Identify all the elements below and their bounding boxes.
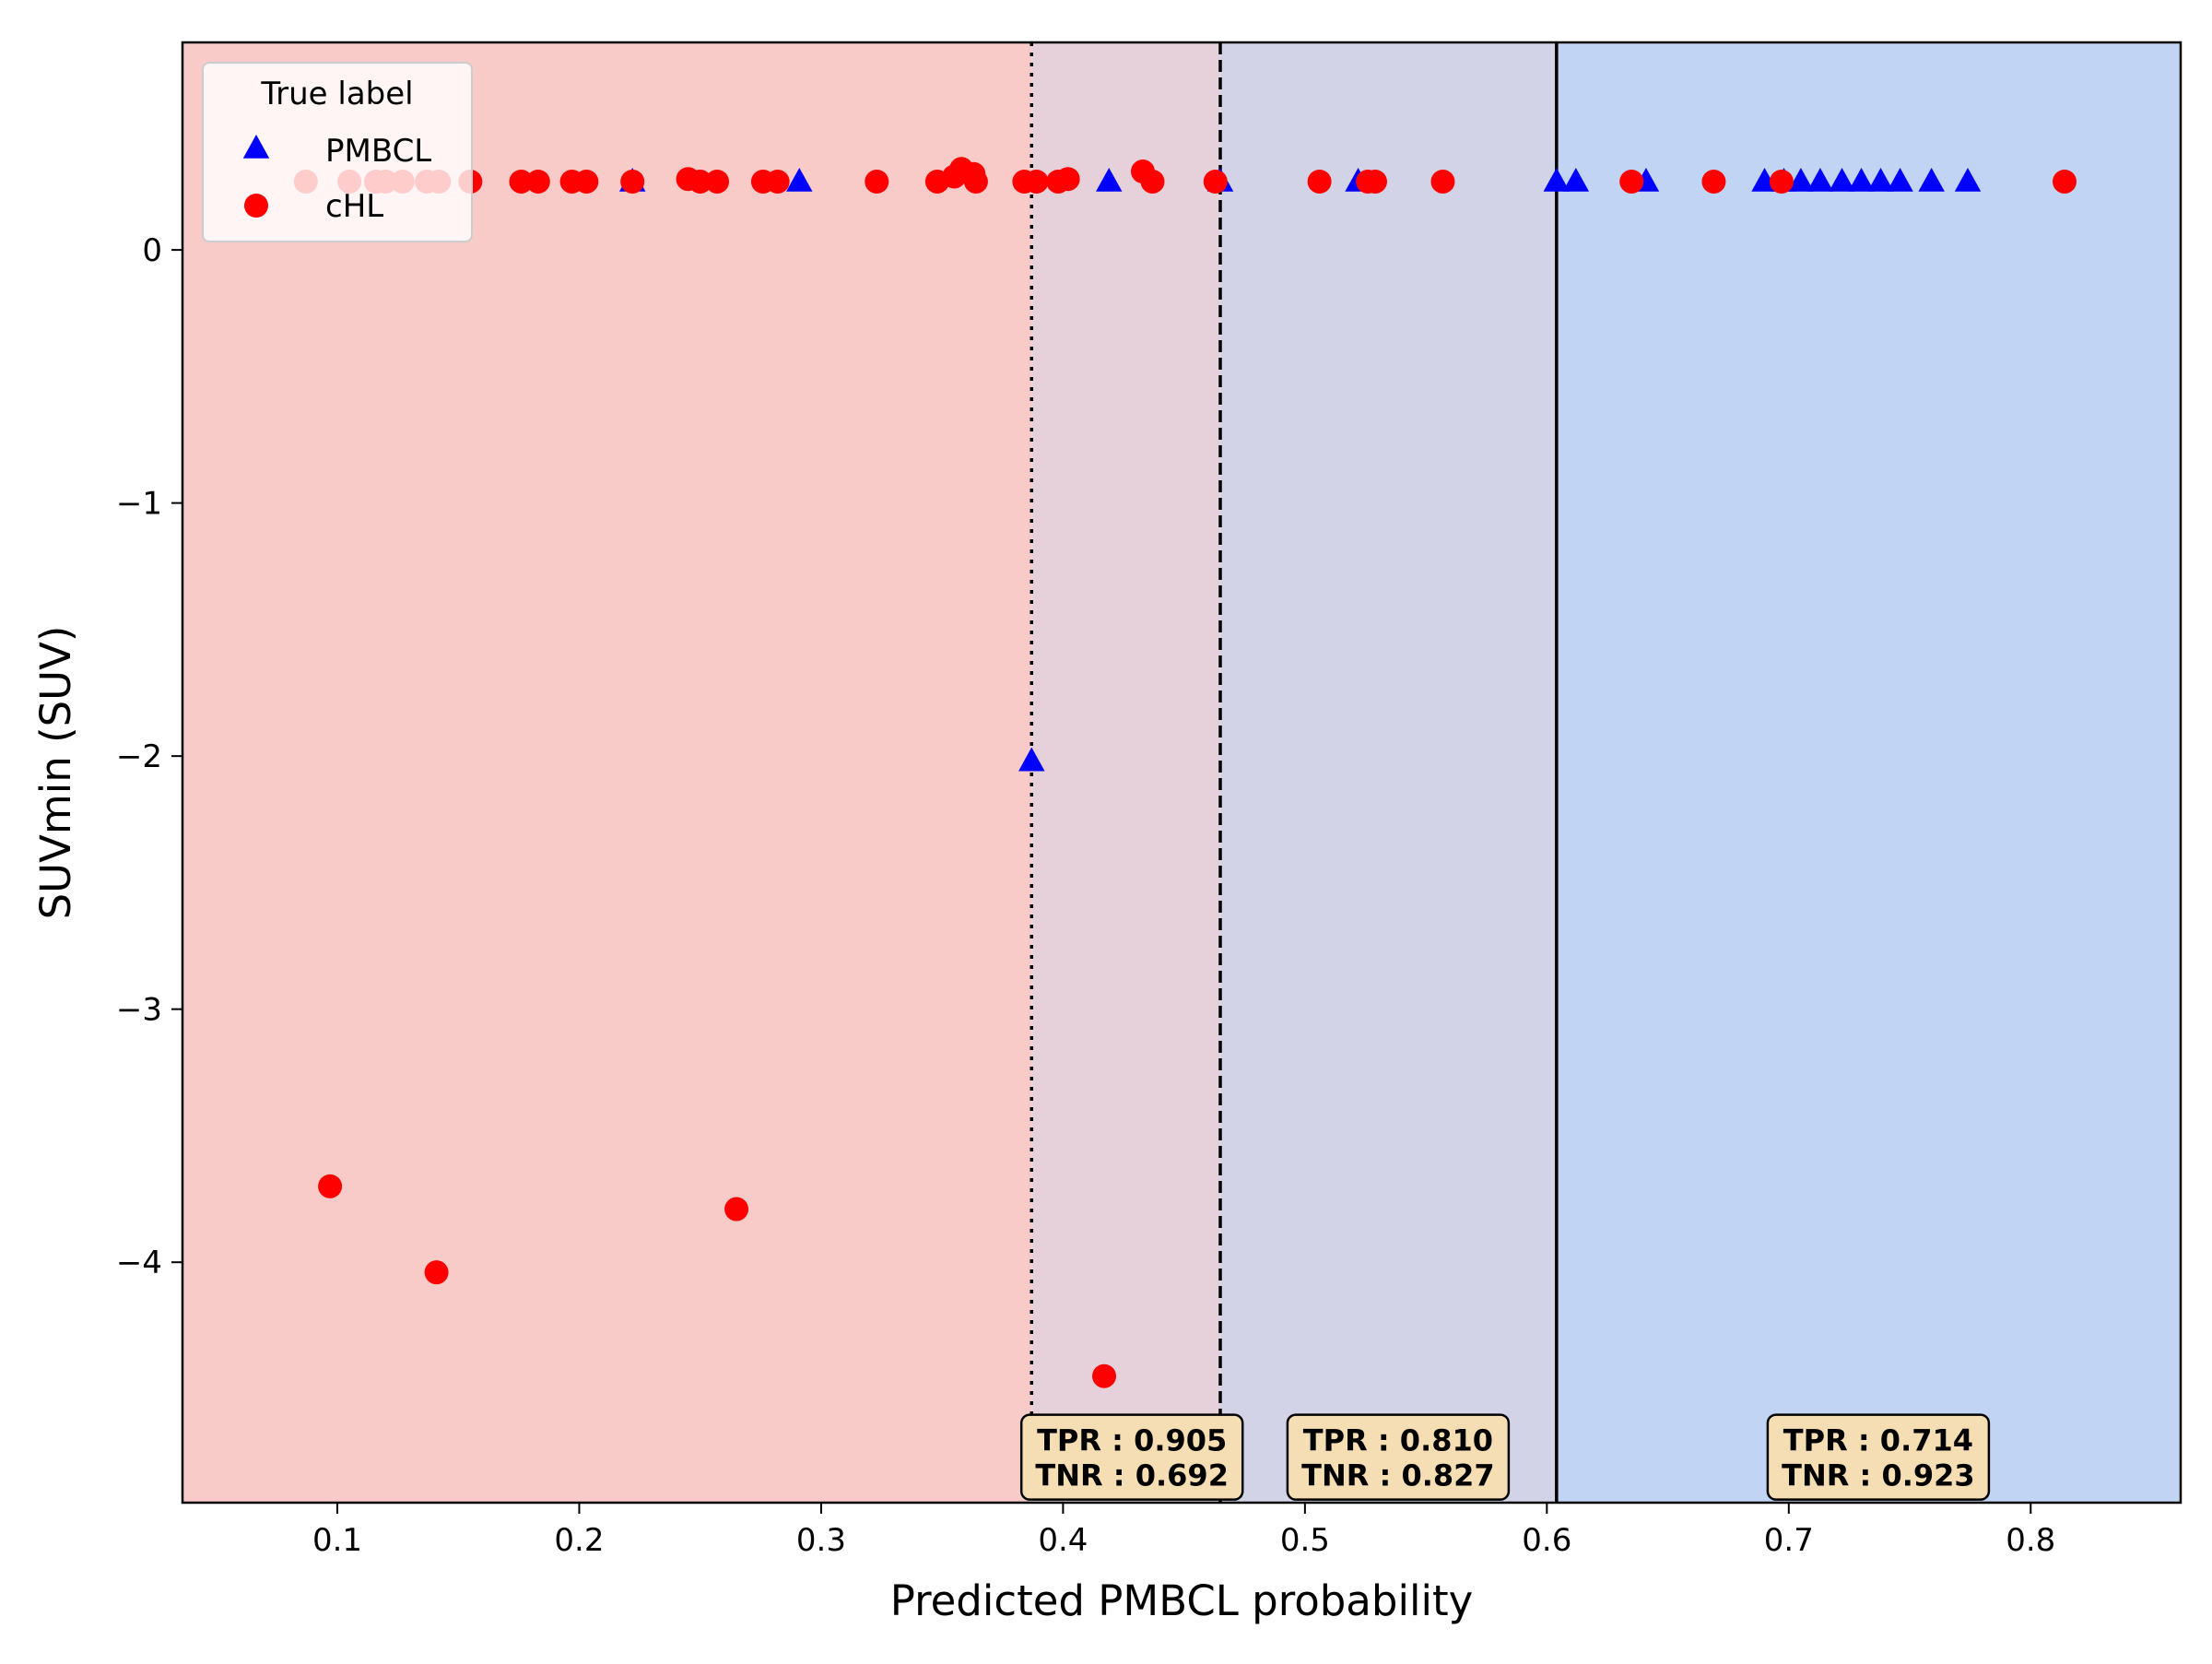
x-tick-label: 0.8 — [2006, 1522, 2055, 1559]
y-tick-label: −2 — [116, 738, 162, 775]
region-0 — [182, 42, 1032, 1503]
y-tick-label: −3 — [116, 992, 162, 1029]
pmbcl-point-16 — [1887, 167, 1913, 192]
plot-frame — [181, 41, 2183, 1505]
chl-point-12 — [620, 169, 645, 194]
x-tick-label: 0.4 — [1038, 1522, 1088, 1559]
pmbcl-point-1 — [786, 167, 813, 192]
y-axis-ticks: 0 −1 −2 −3 −4 — [116, 232, 182, 1281]
chl-point-39 — [318, 1174, 343, 1198]
pmbcl-point-3 — [1096, 167, 1123, 192]
legend: True label PMBCL cHL — [202, 62, 473, 242]
pmbcl-point-17 — [1918, 167, 1945, 192]
x-axis-ticks: 0.1 0.2 0.3 0.4 0.5 0.6 0.7 0.8 — [312, 1503, 2055, 1559]
legend-label: cHL — [325, 188, 383, 225]
y-tick-label: 0 — [142, 232, 162, 269]
chl-point-8 — [509, 169, 534, 194]
tpr-text: TPR : 0.714 — [1783, 1423, 1973, 1458]
legend-entries: PMBCL cHL — [242, 133, 431, 225]
pmbcl-point-6 — [1543, 167, 1571, 192]
threshold-regions — [182, 42, 2181, 1503]
chl-point-36 — [1701, 169, 1726, 194]
chl-point-34 — [1430, 169, 1455, 194]
tnr-text: TNR : 0.923 — [1782, 1458, 1975, 1493]
chl-point-29 — [1140, 169, 1165, 194]
chl-point-38 — [2053, 169, 2077, 194]
x-tick-label: 0.2 — [554, 1522, 604, 1559]
chl-point-35 — [1619, 169, 1644, 194]
y-axis-label: SUVmin (SUV) — [31, 626, 80, 920]
y-tick-label: −1 — [116, 486, 162, 523]
legend-title: True label — [260, 76, 413, 112]
chl-point-15 — [705, 169, 730, 194]
legend-circle-icon — [244, 194, 268, 218]
pmbcl-point-13 — [1829, 167, 1855, 192]
region-2 — [1219, 42, 1557, 1503]
chl-point-41 — [724, 1197, 749, 1221]
threshold-lines — [1030, 42, 1559, 1503]
metric-box-bg — [1766, 1413, 1991, 1501]
chl-point-17 — [765, 169, 790, 194]
chl-point-33 — [1362, 169, 1387, 194]
chl-point-42 — [1092, 1363, 1117, 1388]
tnr-text: TNR : 0.692 — [1035, 1458, 1229, 1493]
chl-point-30 — [1203, 169, 1228, 194]
pmbcl-point-12 — [1806, 167, 1834, 192]
pmbcl-point-14 — [1848, 167, 1875, 192]
region-1 — [1031, 42, 1220, 1503]
x-tick-label: 0.5 — [1280, 1522, 1330, 1559]
x-axis-label: Predicted PMBCL probability — [890, 1576, 1473, 1625]
chl-point-40 — [424, 1260, 449, 1285]
pmbcl-point-15 — [1867, 167, 1894, 192]
y-tick-label: −4 — [116, 1245, 162, 1281]
tnr-text: TNR : 0.827 — [1301, 1458, 1495, 1493]
x-tick-label: 0.6 — [1522, 1522, 1571, 1559]
pmbcl-point-7 — [1562, 167, 1590, 192]
chl-point-11 — [574, 169, 599, 194]
tpr-text: TPR : 0.905 — [1037, 1423, 1227, 1458]
legend-box — [202, 62, 473, 242]
chl-point-31 — [1307, 169, 1332, 194]
legend-triangle-icon — [242, 135, 270, 159]
x-tick-label: 0.3 — [796, 1522, 846, 1559]
metric-box-bg — [1019, 1413, 1244, 1501]
x-tick-label: 0.7 — [1764, 1522, 1814, 1559]
chl-point-23 — [963, 169, 988, 194]
chl-point-9 — [525, 169, 550, 194]
chl-point-27 — [1055, 167, 1080, 192]
legend-label: PMBCL — [325, 133, 431, 170]
pmbcl-point-2 — [1018, 747, 1045, 772]
region-3 — [1556, 42, 2181, 1503]
x-tick-label: 0.1 — [312, 1522, 362, 1559]
metric-box-bg — [1286, 1413, 1511, 1501]
pmbcl-point-18 — [1954, 167, 1982, 192]
chl-point-25 — [1024, 169, 1049, 194]
pmbcl-point-11 — [1787, 167, 1815, 192]
chl-point-14 — [688, 169, 712, 194]
tpr-text: TPR : 0.810 — [1303, 1423, 1493, 1458]
chl-point-18 — [865, 169, 889, 194]
chl-point-37 — [1769, 169, 1794, 194]
